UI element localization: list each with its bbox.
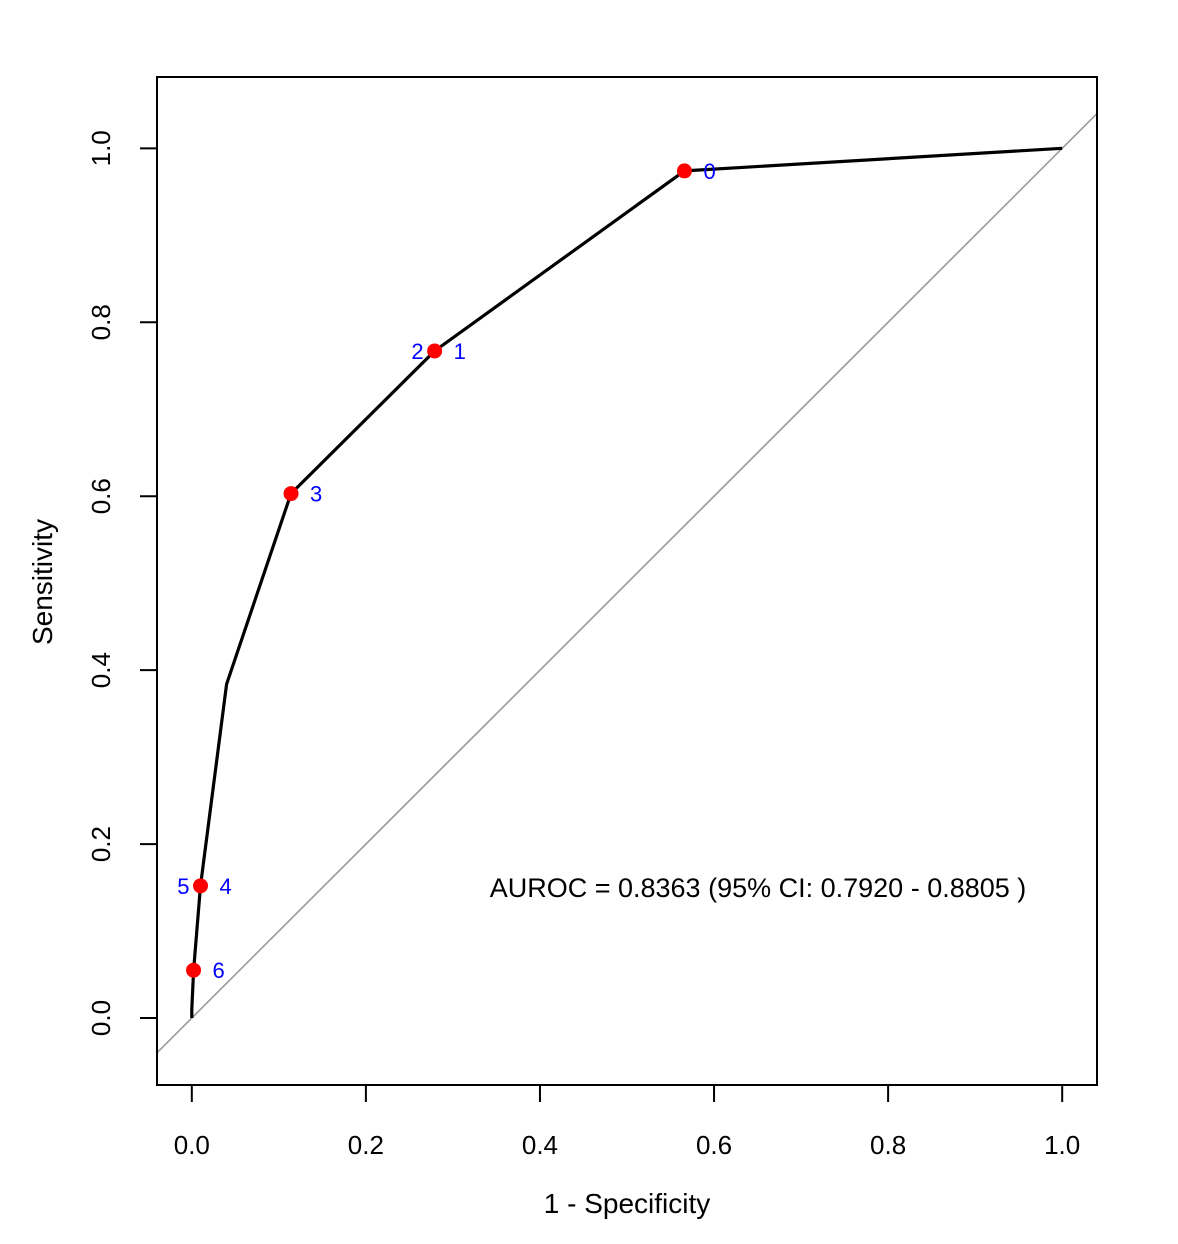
x-tick-label: 0.2 <box>348 1130 384 1160</box>
threshold-point-label: 2 <box>411 339 423 364</box>
threshold-point <box>186 962 202 978</box>
threshold-point-label: 5 <box>177 874 189 899</box>
x-tick-label: 0.6 <box>696 1130 732 1160</box>
y-tick-label: 0.8 <box>86 304 116 340</box>
x-tick-label: 0.0 <box>174 1130 210 1160</box>
x-tick-label: 0.8 <box>870 1130 906 1160</box>
plot-frame <box>156 76 1098 1086</box>
points-layer: 0 1 2 3 4 5 6 <box>177 159 715 983</box>
y-tick-label: 0.6 <box>86 478 116 514</box>
reference-diagonal-line <box>157 112 1097 1054</box>
axes-layer: 0.0 0.2 0.4 0.6 0.8 1.0 0.0 0.2 0.4 0.6 0.8 1.0 <box>86 76 1098 1160</box>
reference-layer <box>157 112 1097 1054</box>
x-tick-label: 0.4 <box>522 1130 558 1160</box>
x-tick-label: 1.0 <box>1044 1130 1080 1160</box>
y-tick-label: 1.0 <box>86 130 116 166</box>
y-tick-label: 0.4 <box>86 652 116 688</box>
y-tick-label: 0.0 <box>86 1000 116 1036</box>
threshold-point <box>676 163 692 179</box>
y-tick-label: 0.2 <box>86 826 116 862</box>
threshold-point-label: 6 <box>213 958 225 983</box>
threshold-point-label: 4 <box>220 874 232 899</box>
threshold-point <box>427 343 443 359</box>
roc-curve-line <box>190 146 1063 1018</box>
threshold-point-label: 3 <box>310 482 322 507</box>
threshold-point <box>193 878 209 894</box>
x-axis-title: 1 - Specificity <box>544 1188 711 1219</box>
curve-layer <box>190 146 1063 1018</box>
y-axis-title: Sensitivity <box>27 519 58 645</box>
threshold-point-label: 1 <box>454 339 466 364</box>
threshold-point-label: 0 <box>703 159 715 184</box>
threshold-point <box>283 486 299 502</box>
auroc-annotation: AUROC = 0.8363 (95% CI: 0.7920 - 0.8805 … <box>490 873 1027 903</box>
